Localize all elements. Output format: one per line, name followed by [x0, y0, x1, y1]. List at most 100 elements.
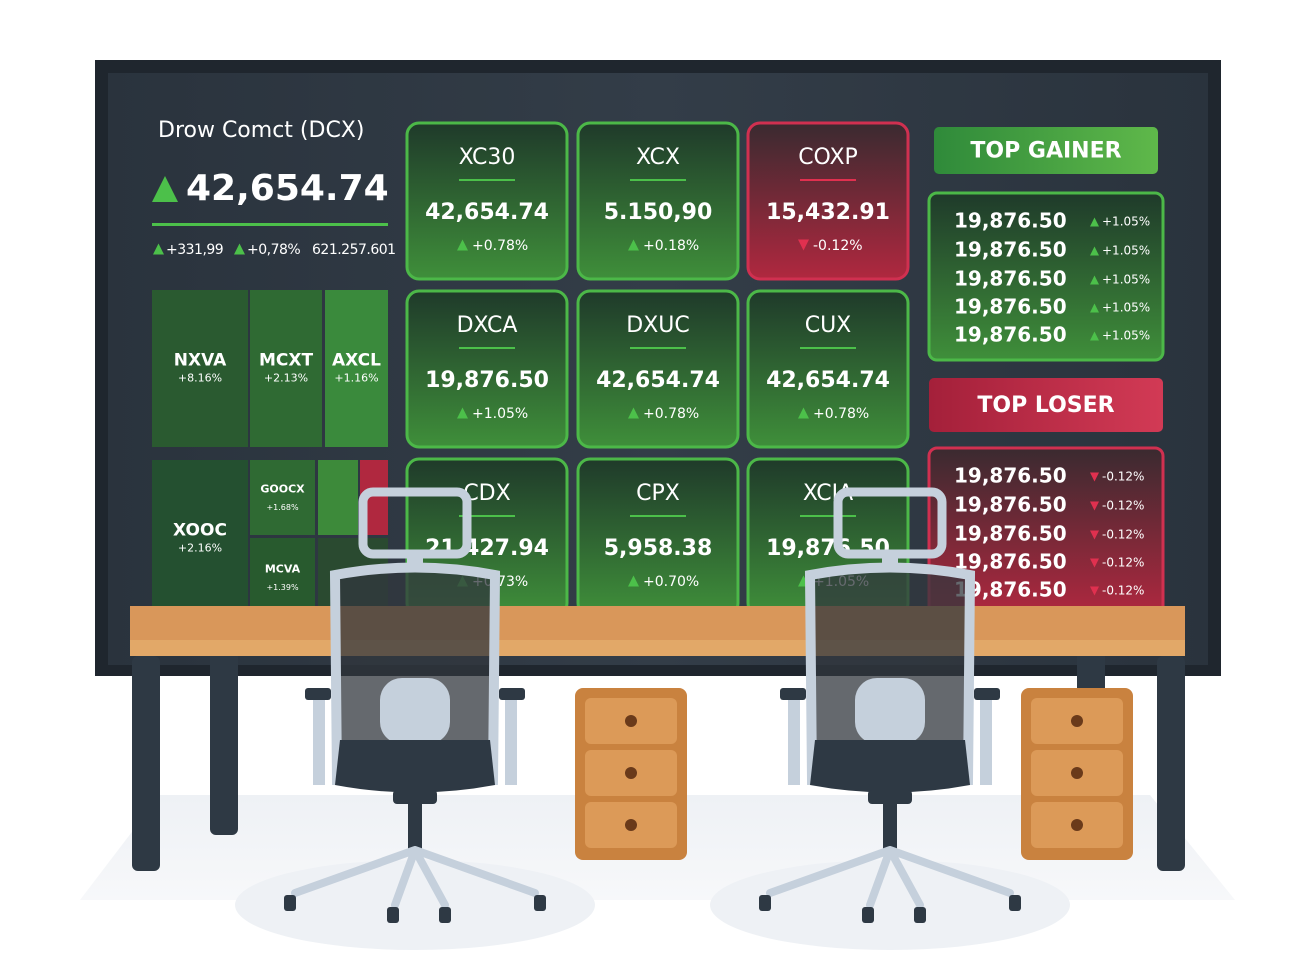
ticker-price: 42,654.74 — [596, 368, 720, 393]
ticker-underline — [800, 347, 856, 349]
ticker-card — [405, 121, 569, 281]
chair-column — [883, 804, 897, 854]
ticker-underline — [800, 515, 856, 517]
panel-change: -0.12% — [1102, 470, 1144, 484]
ticker-card — [746, 289, 910, 449]
heat-label: MCXT — [259, 351, 314, 371]
panel-change: +1.05% — [1102, 244, 1150, 258]
chair-arm — [305, 688, 331, 700]
ticker-underline — [630, 347, 686, 349]
ticker-change: -0.12% — [813, 238, 863, 254]
ticker-change: +0.70% — [643, 574, 699, 590]
index-stat: 621.257.601 — [312, 242, 396, 258]
ticker-price: 42,654.74 — [766, 368, 890, 393]
chair-wheel — [284, 895, 296, 911]
down-arrow — [798, 239, 809, 251]
desk-leg — [1077, 650, 1105, 690]
ticker-name: CUX — [805, 313, 852, 338]
chair-arm-post — [788, 700, 800, 785]
office-chair — [284, 487, 546, 923]
heat-change: +2.13% — [264, 372, 308, 385]
heat-tile — [250, 538, 315, 617]
ticker-change: +1.05% — [472, 406, 528, 422]
down-arrow — [1090, 586, 1099, 596]
ticker-card — [405, 289, 569, 449]
chair-arm-post — [313, 700, 325, 785]
panel-change: +1.05% — [1102, 301, 1150, 315]
panel-title: TOP GAINER — [970, 139, 1121, 164]
down-arrow — [1090, 558, 1099, 568]
panel-price: 19,876.50 — [954, 522, 1067, 546]
down-arrow — [1090, 501, 1099, 511]
ticker-underline — [800, 179, 856, 181]
panel-change: -0.12% — [1102, 584, 1144, 598]
chair-legs — [766, 846, 1014, 909]
ticker-name: XCX — [636, 145, 680, 170]
panel-change: +1.05% — [1102, 329, 1150, 343]
heat-label: AXCL — [332, 351, 381, 371]
ticker-card — [576, 289, 740, 449]
ticker-underline — [630, 515, 686, 517]
index-stat: +331,99 — [166, 242, 223, 258]
drawer-knob — [625, 767, 637, 779]
ticker-name: XC30 — [459, 145, 516, 170]
panel-title: TOP LOSER — [977, 393, 1114, 418]
ticker-underline — [459, 347, 515, 349]
office-chair — [759, 487, 1021, 923]
heat-change: +1.16% — [334, 372, 378, 385]
up-arrow — [1090, 246, 1099, 256]
panel-header — [929, 378, 1163, 432]
chair-base — [868, 790, 912, 804]
up-arrow — [152, 176, 178, 202]
up-arrow — [1090, 303, 1099, 313]
index-name: Drow Comct (DCX) — [158, 118, 364, 143]
up-arrow — [798, 407, 809, 419]
panel-price: 19,876.50 — [954, 238, 1067, 262]
up-arrow — [457, 407, 468, 419]
chair-back — [804, 562, 976, 785]
ticker-change: +0.78% — [643, 406, 699, 422]
down-arrow — [1090, 530, 1099, 540]
drawer-knob — [1071, 715, 1083, 727]
chair-arm — [974, 688, 1000, 700]
ticker-card — [746, 121, 910, 281]
ticker-price: 19,876.50 — [425, 368, 549, 393]
panel-price: 19,876.50 — [954, 493, 1067, 517]
chair-lumbar — [855, 678, 925, 744]
divider — [152, 223, 388, 226]
ticker-name: DXUC — [626, 313, 689, 338]
ticker-price: 5,958.38 — [604, 536, 713, 561]
up-arrow — [1090, 331, 1099, 341]
chair-wheel — [759, 895, 771, 911]
panel-price: 19,876.50 — [954, 295, 1067, 319]
chair-lumbar — [380, 678, 450, 744]
ticker-name: CPX — [636, 481, 680, 506]
chair-wheel — [862, 907, 874, 923]
ticker-price: 42,654.74 — [425, 200, 549, 225]
desk-top — [130, 606, 1185, 642]
ticker-card — [576, 121, 740, 281]
heat-change: +2.16% — [178, 542, 222, 555]
up-arrow — [1090, 275, 1099, 285]
up-arrow — [628, 407, 639, 419]
panel-change: -0.12% — [1102, 528, 1144, 542]
heat-label: MCVA — [265, 563, 301, 576]
heat-label: NXVA — [174, 351, 227, 371]
ticker-price: 15,432.91 — [766, 200, 890, 225]
heat-label: XOOC — [173, 521, 227, 541]
drawer-knob — [625, 715, 637, 727]
ticker-underline — [459, 179, 515, 181]
up-arrow — [1090, 217, 1099, 227]
chair-wheel — [914, 907, 926, 923]
ticker-name: COXP — [798, 145, 858, 170]
chair-seat — [810, 740, 970, 793]
ticker-change: +0.78% — [472, 238, 528, 254]
index-price: 42,654.74 — [186, 168, 389, 209]
ticker-change: +0.18% — [643, 238, 699, 254]
up-arrow — [153, 243, 164, 255]
chair-arm-post — [980, 700, 992, 785]
up-arrow — [628, 239, 639, 251]
desk-leg — [1157, 656, 1185, 871]
panel-change: +1.05% — [1102, 215, 1150, 229]
